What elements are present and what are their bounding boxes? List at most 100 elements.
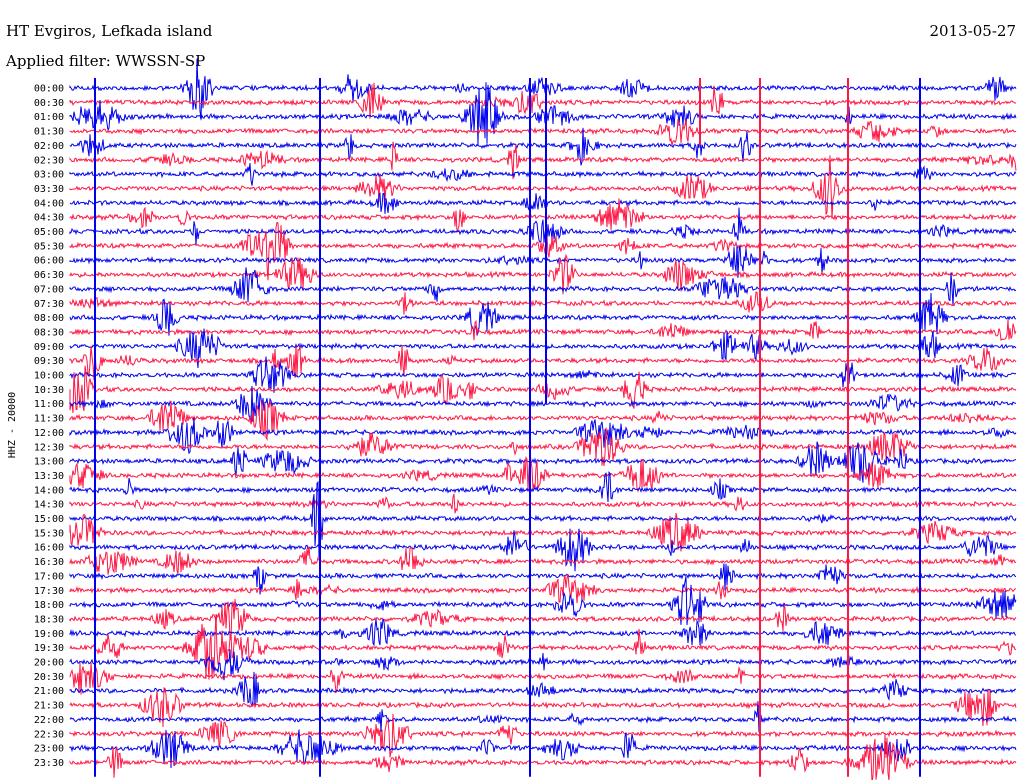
row-time-label: 09:30 xyxy=(34,356,64,367)
trace-row xyxy=(69,141,1017,180)
row-time-label: 05:30 xyxy=(34,241,64,252)
row-time-label: 23:00 xyxy=(34,744,64,755)
trace-row xyxy=(69,127,1017,166)
trace-row xyxy=(69,649,1017,681)
row-time-label: 13:00 xyxy=(34,457,64,468)
trace-row xyxy=(69,687,1017,728)
row-time-label: 12:00 xyxy=(34,428,64,439)
row-time-label: 20:30 xyxy=(34,672,64,683)
trace-row xyxy=(69,245,1017,278)
trace-row xyxy=(69,701,1017,733)
row-time-label: 07:00 xyxy=(34,284,64,295)
row-time-label: 06:00 xyxy=(34,256,64,267)
row-time-label: 15:30 xyxy=(34,528,64,539)
row-time-label: 12:30 xyxy=(34,442,64,453)
row-time-label: 17:30 xyxy=(34,586,64,597)
row-time-label: 06:30 xyxy=(34,270,64,281)
row-time-label: 09:00 xyxy=(34,342,64,353)
row-time-label: 19:30 xyxy=(34,643,64,654)
trace-row xyxy=(69,385,1017,424)
row-time-label: 18:00 xyxy=(34,600,64,611)
trace-row xyxy=(69,292,1017,336)
trace-row xyxy=(69,207,1017,245)
row-time-label: 14:00 xyxy=(34,485,64,496)
trace-row xyxy=(69,441,1017,483)
row-time-label: 00:30 xyxy=(34,98,64,109)
trace-row xyxy=(69,163,1017,186)
trace-row xyxy=(69,493,1017,514)
row-time-label: 19:00 xyxy=(34,629,64,640)
row-time-label: 22:30 xyxy=(34,729,64,740)
row-time-label: 14:30 xyxy=(34,500,64,511)
trace-row xyxy=(69,198,1017,233)
row-time-label: 01:00 xyxy=(34,112,64,123)
row-time-label: 04:00 xyxy=(34,198,64,209)
trace-row xyxy=(69,365,1017,414)
trace-row xyxy=(69,617,1017,647)
station-title: HT Evgiros, Lefkada island xyxy=(6,22,213,40)
trace-row xyxy=(69,192,1017,214)
row-time-label: 15:00 xyxy=(34,514,64,525)
trace-row xyxy=(69,267,1017,306)
row-time-label: 22:00 xyxy=(34,715,64,726)
trace-row xyxy=(69,729,1017,769)
row-time-label: 01:30 xyxy=(34,127,64,138)
trace-row xyxy=(69,470,1017,503)
row-time-label: 10:00 xyxy=(34,371,64,382)
trace-row xyxy=(69,155,1017,219)
row-time-label: 00:00 xyxy=(34,84,64,95)
row-time-label: 02:00 xyxy=(34,141,64,152)
filter-subtitle: Applied filter: WWSSN-SP xyxy=(5,52,205,70)
row-time-label: 08:00 xyxy=(34,313,64,324)
row-time-label: 03:30 xyxy=(34,184,64,195)
trace-row xyxy=(69,671,1017,707)
trace-group xyxy=(69,58,1017,780)
trace-row xyxy=(69,328,1017,369)
trace-row xyxy=(69,118,1017,146)
row-time-label: 20:00 xyxy=(34,658,64,669)
trace-row xyxy=(69,356,1017,393)
trace-row xyxy=(69,563,1017,595)
trace-row xyxy=(69,598,1017,641)
row-time-label: 11:30 xyxy=(34,414,64,425)
trace-row xyxy=(69,291,1017,315)
trace-row xyxy=(69,614,1017,680)
date-label: 2013-05-27 xyxy=(930,22,1016,40)
row-time-label: 17:00 xyxy=(34,571,64,582)
trace-row xyxy=(69,452,1017,493)
trace-row xyxy=(69,576,1017,626)
row-time-label: 16:00 xyxy=(34,543,64,554)
trace-row xyxy=(69,512,1017,552)
trace-row xyxy=(69,58,1017,119)
row-time-label: 08:30 xyxy=(34,327,64,338)
row-time-label: 13:30 xyxy=(34,471,64,482)
row-time-label: 04:30 xyxy=(34,213,64,224)
row-time-label: 07:30 xyxy=(34,299,64,310)
row-time-label: 18:30 xyxy=(34,614,64,625)
y-axis-label: HHZ - 20000 xyxy=(7,392,18,458)
trace-row xyxy=(69,253,1017,295)
trace-row xyxy=(69,734,1017,780)
row-time-label: 05:00 xyxy=(34,227,64,238)
row-time-label: 11:00 xyxy=(34,399,64,410)
trace-row xyxy=(69,82,1017,119)
time-label-group: 00:00 00:30 01:00 01:30 02:00 02:30 03:00 03:30… xyxy=(34,84,64,769)
trace-row xyxy=(69,221,1017,281)
trace-row xyxy=(69,662,1017,695)
row-time-label: 03:00 xyxy=(34,170,64,181)
trace-row xyxy=(69,345,1017,381)
trace-row xyxy=(69,713,1016,758)
row-time-label: 23:30 xyxy=(34,758,64,769)
row-time-label: 16:30 xyxy=(34,557,64,568)
trace-row xyxy=(69,480,1017,558)
trace-row xyxy=(69,528,1017,572)
trace-row xyxy=(69,82,1017,147)
trace-row xyxy=(69,399,1017,441)
trace-row xyxy=(69,417,1017,455)
trace-row xyxy=(69,546,1017,575)
trace-row xyxy=(69,573,1017,604)
trace-row xyxy=(69,319,1017,342)
row-time-label: 21:00 xyxy=(34,686,64,697)
row-time-label: 21:30 xyxy=(34,701,64,712)
